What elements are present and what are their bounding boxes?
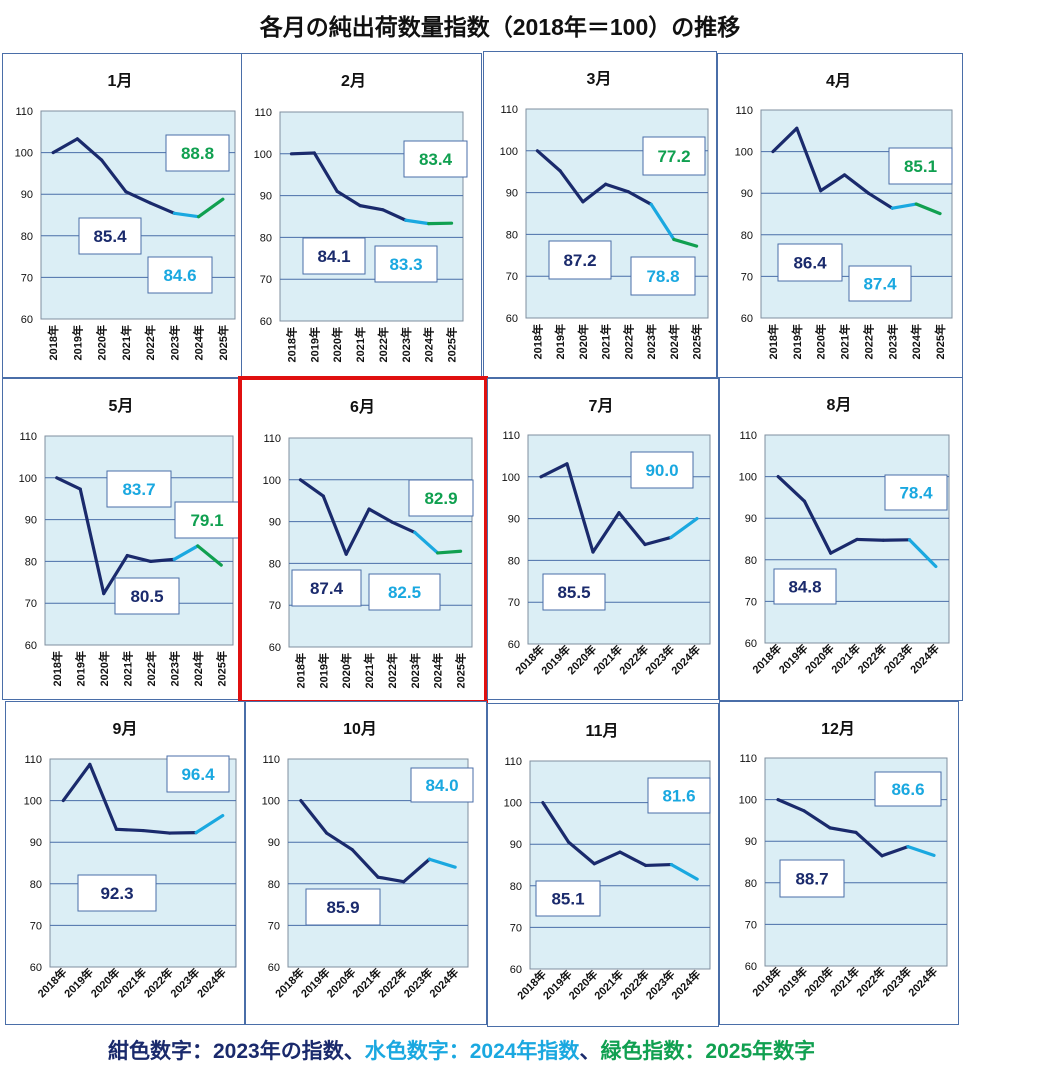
y-tick-label: 70 [745, 919, 757, 931]
y-tick-label: 80 [745, 878, 757, 890]
data-label-2024: 86.6 [891, 780, 924, 799]
legend-separator: 、 [579, 1040, 600, 1063]
y-tick-label: 100 [739, 795, 757, 807]
legend-2024-text: 水色数字：2024年指数 [365, 1040, 580, 1063]
data-label-2023: 88.7 [795, 870, 828, 889]
chart-title: 12月 [821, 720, 855, 738]
color-legend: 紺色数字：2023年の指数、水色数字：2024年指数、緑色指数：2025年数字 [108, 1035, 815, 1065]
legend-2023-text: 紺色数字：2023年の指数、 [108, 1040, 365, 1063]
x-tick-label: 2024年 [905, 964, 940, 999]
y-tick-label: 90 [745, 836, 757, 848]
legend-2025-text: 緑色指数：2025年数字 [600, 1040, 815, 1063]
y-tick-label: 60 [745, 961, 757, 973]
y-tick-label: 110 [739, 753, 757, 765]
